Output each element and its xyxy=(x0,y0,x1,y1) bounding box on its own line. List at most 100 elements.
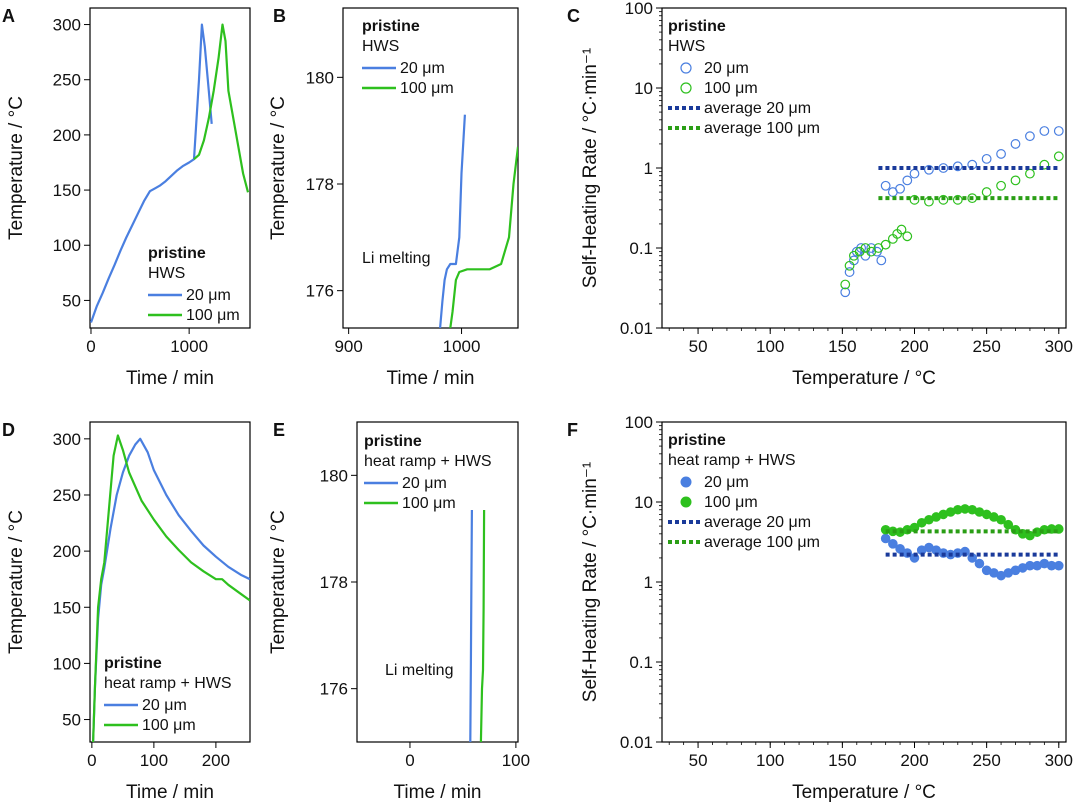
panel-e: E 0 100 176 178 180 Time / min Temperature / °C… xyxy=(268,420,530,803)
data-point xyxy=(844,267,855,277)
plot-frame xyxy=(356,421,519,743)
legend: pristine heat ramp + HWS 20 μm 100 μm xyxy=(104,655,232,734)
data-point xyxy=(1053,151,1064,162)
legend-subtitle: HWS xyxy=(362,38,399,55)
legend-title: pristine xyxy=(364,433,422,450)
y-axis-title: Self-Heating Rate / °C·min⁻¹ xyxy=(580,462,601,702)
plot-frame xyxy=(89,7,251,329)
legend-item-label: average 20 μm xyxy=(704,514,811,531)
series-line xyxy=(469,509,473,742)
legend-swatch xyxy=(680,62,692,74)
x-tick-label: 150 xyxy=(828,337,856,356)
y-tick-label: 178 xyxy=(320,573,348,592)
y-tick-label: 50 xyxy=(62,711,81,730)
legend-subtitle: heat ramp + HWS xyxy=(104,675,232,692)
y-tick-label: 0.1 xyxy=(629,239,653,258)
x-tick-label: 250 xyxy=(972,751,1000,770)
x-tick-label: 100 xyxy=(756,337,784,356)
y-tick-label: 0.1 xyxy=(629,653,653,672)
y-tick-label: 0.01 xyxy=(620,319,653,338)
y-tick-label: 180 xyxy=(320,466,348,485)
plot-area xyxy=(880,504,1064,581)
x-axis-title: Temperature / °C xyxy=(792,368,936,389)
x-tick-label: 200 xyxy=(900,751,928,770)
y-tick-label: 180 xyxy=(306,68,334,87)
legend-title: pristine xyxy=(148,245,206,262)
data-point xyxy=(840,287,851,298)
legend-item-label: 100 μm xyxy=(142,717,196,734)
data-point xyxy=(1039,159,1050,170)
y-tick-label: 50 xyxy=(62,291,81,310)
x-tick-label: 0 xyxy=(87,751,96,770)
legend-title: pristine xyxy=(104,655,162,672)
data-point xyxy=(880,239,891,250)
legend-item-label: 100 μm xyxy=(704,494,758,511)
data-point xyxy=(1053,126,1064,136)
panel-d: D 0 100 200 50 100 150 200 250 300 Time / min Tempe… xyxy=(2,420,251,803)
series-line xyxy=(92,434,250,742)
y-tick-label: 178 xyxy=(306,175,334,194)
panel-letter: F xyxy=(567,420,578,440)
panel-letter: C xyxy=(567,6,580,26)
panel-letter: B xyxy=(273,6,286,26)
plot-frame xyxy=(342,7,519,329)
series-line xyxy=(90,23,213,323)
data-point xyxy=(1025,131,1035,142)
data-point xyxy=(1025,168,1035,179)
legend-item-label: 20 μm xyxy=(704,60,749,77)
annotation-li-melting: Li melting xyxy=(362,250,430,267)
y-tick-label: 150 xyxy=(53,598,81,617)
legend: pristine heat ramp + HWS 20 μm 100 μm averag… xyxy=(668,432,820,551)
data-point xyxy=(888,539,898,549)
panel-c: C 50 100 150 200 250 300 0.01 0.1 1 10 100 Temperatu… xyxy=(567,0,1073,389)
data-point xyxy=(996,180,1006,191)
x-axis-title: Temperature / °C xyxy=(792,782,936,803)
annotation-li-melting: Li melting xyxy=(385,662,453,679)
series-line xyxy=(479,509,486,742)
y-tick-label: 100 xyxy=(625,0,653,18)
y-axis-title: Self-Heating Rate / °C·min⁻¹ xyxy=(580,48,601,288)
y-axis-title: Temperature / °C xyxy=(6,96,27,240)
data-point xyxy=(902,175,913,186)
y-tick-label: 100 xyxy=(53,236,81,255)
data-point xyxy=(1010,175,1021,186)
data-point xyxy=(840,279,851,290)
x-tick-label: 300 xyxy=(1045,337,1073,356)
series-line xyxy=(439,114,466,328)
x-axis-title: Time / min xyxy=(126,782,214,803)
data-point xyxy=(1053,560,1064,571)
data-point xyxy=(924,164,934,175)
panel-letter: E xyxy=(273,420,285,440)
x-tick-label: 0 xyxy=(405,751,414,770)
plot-frame xyxy=(89,421,251,743)
legend-title: pristine xyxy=(668,432,726,449)
plot-area xyxy=(840,126,1064,298)
y-axis-title: Temperature / °C xyxy=(268,510,289,654)
data-point xyxy=(876,255,887,266)
y-tick-label: 176 xyxy=(320,680,348,699)
plot-area xyxy=(92,434,250,742)
y-tick-label: 100 xyxy=(53,654,81,673)
legend-subtitle: HWS xyxy=(148,265,185,282)
series-line xyxy=(449,146,518,328)
data-point xyxy=(996,149,1006,159)
data-point xyxy=(902,231,913,242)
legend: pristine HWS 20 μm 100 μm average 20 μm avera… xyxy=(668,18,820,137)
legend-swatch xyxy=(680,476,692,488)
x-tick-label: 100 xyxy=(756,751,784,770)
legend-subtitle: HWS xyxy=(668,38,705,55)
y-tick-label: 200 xyxy=(53,126,81,145)
data-point xyxy=(981,153,992,164)
y-tick-label: 0.01 xyxy=(620,733,653,752)
legend-item-label: average 20 μm xyxy=(704,100,811,117)
plot-frame xyxy=(661,421,1067,743)
plot-area xyxy=(469,509,486,742)
legend-subtitle: heat ramp + HWS xyxy=(364,453,492,470)
data-point xyxy=(974,558,985,569)
legend-item-label: average 100 μm xyxy=(704,534,820,551)
y-axis-title: Temperature / °C xyxy=(6,510,27,654)
y-tick-label: 1 xyxy=(644,159,653,178)
legend-item-label: 20 μm xyxy=(400,60,445,77)
x-tick-label: 100 xyxy=(502,751,530,770)
